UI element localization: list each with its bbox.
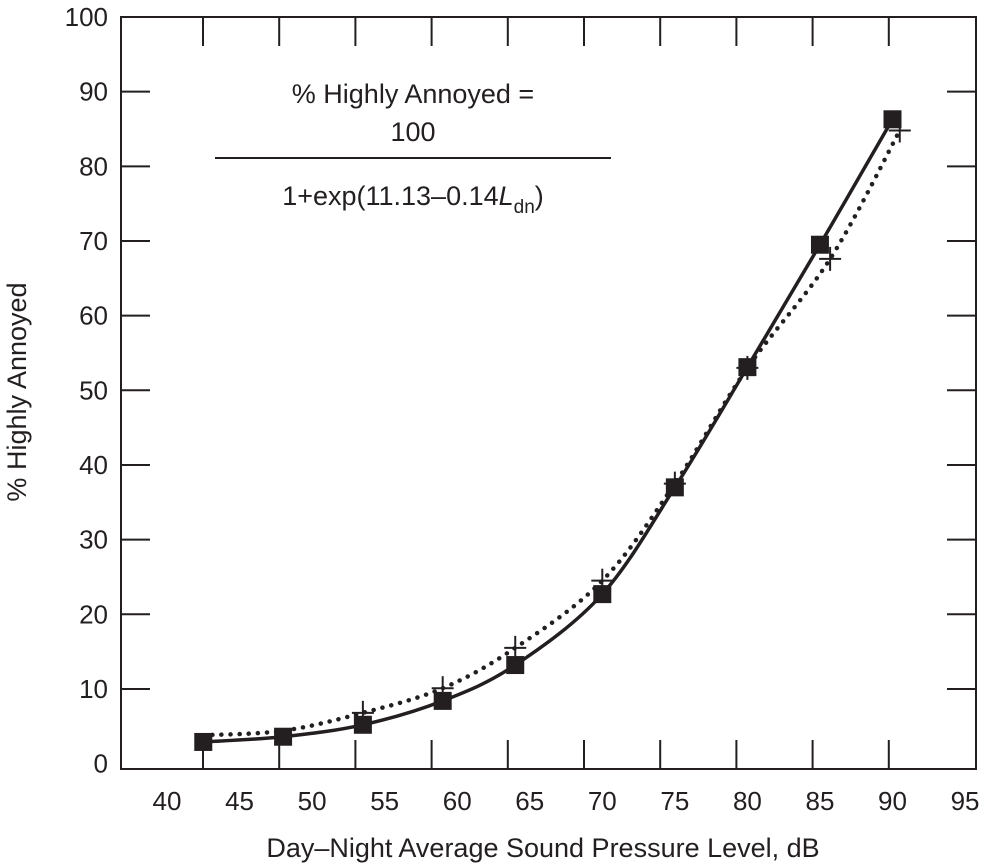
x-tick-label: 95 — [951, 786, 980, 816]
y-tick-label: 20 — [79, 599, 108, 629]
fit-curve-dotted — [201, 128, 903, 738]
x-tick-label: 60 — [443, 786, 472, 816]
x-tick-label: 40 — [153, 786, 182, 816]
y-tick-label: 60 — [79, 301, 108, 331]
formula-line1: % Highly Annoyed = — [292, 79, 534, 109]
y-tick-label: 100 — [65, 2, 108, 32]
axis-ticks — [121, 17, 976, 769]
series-lines — [201, 118, 903, 744]
x-tick-label: 50 — [298, 786, 327, 816]
x-tick-label: 55 — [370, 786, 399, 816]
y-tick-label: 90 — [79, 77, 108, 107]
y-tick-label: 0 — [94, 749, 108, 779]
plot-frame — [120, 16, 977, 770]
x-tick-label: 45 — [225, 786, 254, 816]
formula-numerator: 100 — [390, 117, 435, 147]
y-tick-label: 50 — [79, 375, 108, 405]
square-marker — [883, 110, 902, 129]
x-tick-label: 85 — [805, 786, 834, 816]
y-tick-label: 10 — [79, 674, 108, 704]
y-tick-labels: 0 10 20 30 40 50 60 70 80 90 100 — [65, 2, 108, 779]
series-markers — [194, 110, 911, 751]
y-tick-label: 40 — [79, 450, 108, 480]
square-marker — [433, 691, 452, 710]
x-tick-labels: 40 45 50 55 60 65 70 75 80 85 90 95 — [153, 786, 980, 816]
y-tick-label: 70 — [79, 226, 108, 256]
x-axis-title: Day–Night Average Sound Pressure Level, … — [266, 833, 819, 863]
y-axis-title: % Highly Annoyed — [2, 282, 32, 501]
square-marker — [665, 478, 684, 497]
x-tick-label: 90 — [878, 786, 907, 816]
data-curve-solid — [203, 118, 895, 744]
square-marker — [810, 235, 829, 254]
formula-annotation: % Highly Annoyed = 100 1+exp(11.13–0.14L… — [215, 79, 611, 218]
square-marker — [194, 732, 213, 751]
square-marker — [274, 727, 293, 746]
x-tick-label: 75 — [660, 786, 689, 816]
y-tick-label: 30 — [79, 525, 108, 555]
square-marker — [353, 715, 372, 734]
square-marker — [506, 656, 525, 675]
square-marker — [738, 358, 757, 377]
x-tick-label: 65 — [515, 786, 544, 816]
y-tick-label: 80 — [79, 151, 108, 181]
x-tick-label: 80 — [733, 786, 762, 816]
formula-denominator: 1+exp(11.13–0.14Ldn) — [282, 181, 544, 218]
square-marker — [593, 585, 612, 604]
plot-border — [120, 16, 977, 770]
x-tick-label: 70 — [588, 786, 617, 816]
